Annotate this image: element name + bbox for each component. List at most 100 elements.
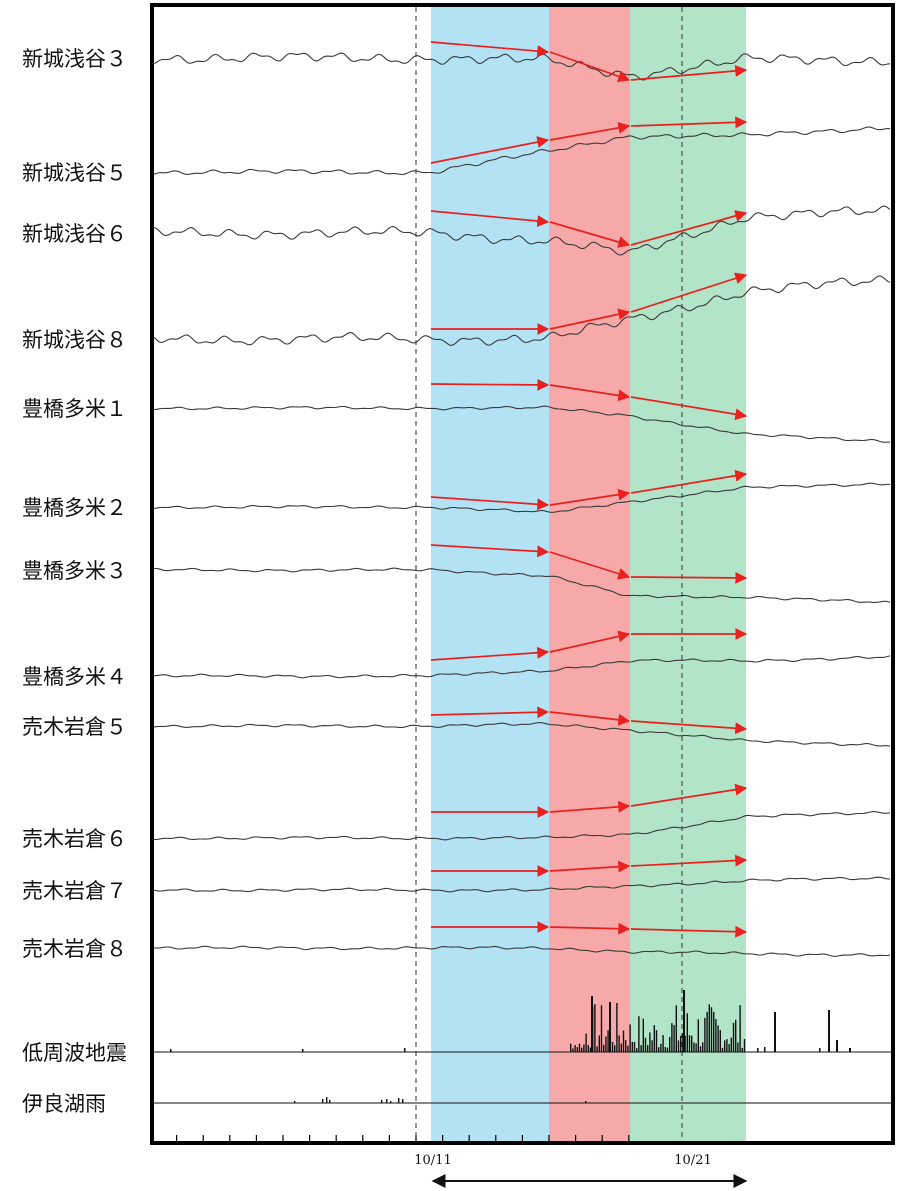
event-bar <box>653 1025 655 1052</box>
row-label-6: 豊橋多米２ <box>22 496 127 520</box>
x-tick-label-1021: 10/21 <box>674 1153 711 1168</box>
event-bar <box>591 996 593 1052</box>
trend-arrow-4-2 <box>549 308 631 330</box>
event-bar <box>622 1030 625 1052</box>
trace-2 <box>153 126 891 176</box>
event-bar <box>585 1033 587 1052</box>
trace-11 <box>153 876 891 893</box>
event-bar <box>581 1047 583 1052</box>
trend-arrow-11-2 <box>549 860 631 873</box>
trend-arrow-12-3 <box>630 925 748 938</box>
event-bar <box>658 1047 660 1052</box>
event-bar <box>693 1042 695 1052</box>
event-bar <box>322 1099 324 1103</box>
trend-arrows <box>430 41 748 938</box>
strain-traces <box>153 52 891 957</box>
event-bar <box>686 1013 688 1052</box>
event-bar <box>739 1005 741 1052</box>
event-bar <box>638 1016 640 1052</box>
trend-arrow-4-3 <box>630 272 748 313</box>
event-bar <box>649 1032 651 1052</box>
event-bar <box>651 1040 653 1052</box>
event-bar <box>664 1047 666 1052</box>
event-bar <box>715 1019 717 1052</box>
event-bar <box>699 1046 702 1052</box>
event-bar <box>616 1003 618 1052</box>
event-bar <box>695 1043 697 1052</box>
event-bar <box>677 1040 680 1052</box>
event-bar <box>737 1042 739 1052</box>
event-bar <box>671 1023 673 1052</box>
event-bar <box>596 1046 598 1052</box>
event-bar <box>669 1036 671 1052</box>
trace-4 <box>153 275 891 346</box>
event-bar <box>710 1007 713 1052</box>
trace-5 <box>153 405 890 443</box>
trend-arrow-10-3 <box>630 783 748 807</box>
event-bar <box>594 1004 596 1052</box>
event-bar <box>636 1048 638 1052</box>
bar-row-label-2: 伊良湖雨 <box>22 1092 106 1116</box>
event-bar <box>719 1030 721 1052</box>
event-bar <box>587 1045 589 1052</box>
event-bar <box>726 1039 728 1052</box>
event-bar <box>647 1045 649 1052</box>
row-label-5: 豊橋多米１ <box>22 397 127 421</box>
event-bar <box>642 1018 644 1052</box>
trend-arrow-2-1 <box>430 136 550 164</box>
event-bar <box>574 1045 576 1052</box>
period-bands <box>431 7 746 1141</box>
x-axis-ticks <box>176 1135 630 1141</box>
event-bar <box>589 1047 592 1052</box>
trend-arrow-3-3 <box>630 210 748 246</box>
plot-frame <box>150 3 895 1145</box>
trend-arrow-2-2 <box>549 122 631 141</box>
event-bar <box>673 1025 675 1052</box>
event-bar <box>697 1019 699 1052</box>
trace-3 <box>153 205 891 256</box>
event-bar <box>728 1044 730 1052</box>
event-bar <box>757 1048 759 1052</box>
event-bar <box>849 1048 851 1052</box>
trace-8 <box>154 655 891 679</box>
trace-1 <box>153 52 891 81</box>
trend-arrow-1-1 <box>430 41 550 58</box>
event-bar <box>598 1035 600 1052</box>
event-bar <box>684 1035 686 1052</box>
event-bar <box>708 1004 710 1052</box>
trend-arrow-8-2 <box>549 630 631 653</box>
event-bar <box>625 1040 627 1052</box>
event-bar <box>572 1048 574 1052</box>
trend-arrow-10-2 <box>549 800 631 813</box>
trend-arrow-12-2 <box>549 922 631 935</box>
band-3 <box>630 7 746 1141</box>
trace-12 <box>153 945 891 957</box>
trend-arrow-3-2 <box>549 221 631 248</box>
event-bar <box>743 1039 746 1052</box>
trend-arrow-7-1 <box>430 544 550 558</box>
trace-9 <box>153 722 891 747</box>
event-bar <box>774 1012 776 1052</box>
event-bar <box>819 1048 821 1052</box>
row-label-8: 豊橋多米４ <box>22 665 127 689</box>
event-bar <box>644 1037 647 1052</box>
event-bar <box>680 1035 682 1052</box>
event-bar <box>404 1048 406 1052</box>
trend-arrow-6-3 <box>630 469 748 494</box>
row-label-12: 売木岩倉８ <box>22 937 127 961</box>
event-bar <box>691 1035 693 1052</box>
trend-arrow-9-2 <box>549 711 631 726</box>
event-bar <box>609 1002 611 1052</box>
trace-6 <box>153 482 890 513</box>
event-bar <box>607 1030 609 1052</box>
event-bar <box>600 1005 603 1052</box>
event-bar <box>713 1011 715 1052</box>
event-bar <box>302 1049 304 1052</box>
event-bar <box>631 1041 633 1052</box>
event-bar <box>294 1101 296 1103</box>
x-tick-label-1011: 10/11 <box>414 1153 451 1168</box>
event-bar <box>741 1047 743 1052</box>
trend-arrow-7-2 <box>549 551 631 580</box>
event-bar <box>386 1099 388 1103</box>
